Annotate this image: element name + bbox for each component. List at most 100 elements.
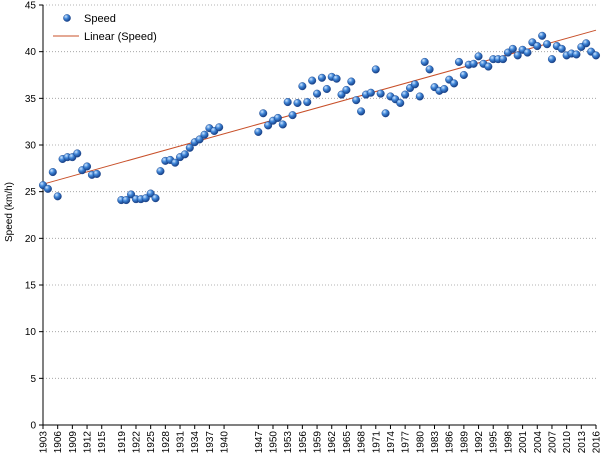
- data-point: [396, 98, 405, 107]
- x-tick-label: 1977: [401, 431, 412, 454]
- data-point: [83, 162, 92, 171]
- x-tick-label: 1915: [97, 431, 108, 454]
- data-point: [254, 127, 263, 136]
- data-point: [273, 113, 282, 122]
- x-tick-label: 1922: [131, 431, 142, 454]
- data-point: [259, 109, 268, 118]
- data-point: [533, 42, 542, 51]
- legend-marker-speed: [63, 14, 71, 22]
- data-point: [342, 85, 351, 94]
- x-tick-label: 1925: [146, 431, 157, 454]
- data-point: [572, 50, 581, 59]
- data-point: [322, 84, 331, 93]
- x-tick-label: 1971: [371, 431, 382, 454]
- data-point: [425, 65, 434, 74]
- y-tick-label: 20: [25, 234, 37, 245]
- x-tick-label: 1912: [83, 431, 94, 454]
- x-tick-label: 1962: [327, 431, 338, 454]
- x-tick-label: 1989: [459, 431, 470, 454]
- x-tick-label: 1903: [39, 431, 50, 454]
- data-point: [357, 107, 366, 116]
- trendline-layer: [42, 29, 597, 185]
- y-tick-label: 15: [25, 281, 37, 292]
- data-point: [547, 55, 556, 64]
- data-point: [337, 90, 346, 99]
- data-point: [582, 39, 591, 48]
- data-point: [440, 84, 449, 93]
- x-tick-label: 1931: [176, 431, 187, 454]
- data-point: [146, 189, 155, 198]
- x-tick-label: 2007: [547, 431, 558, 454]
- data-point: [469, 59, 478, 68]
- data-point: [122, 196, 131, 205]
- x-tick-label: 2001: [518, 431, 529, 454]
- data-point: [513, 51, 522, 60]
- x-tick-label: 1950: [269, 431, 280, 454]
- data-point: [381, 109, 390, 118]
- data-point: [459, 70, 468, 79]
- x-tick-label: 1983: [430, 431, 441, 454]
- data-point: [156, 167, 165, 176]
- data-point: [195, 135, 204, 144]
- data-point: [420, 57, 429, 66]
- data-point: [347, 77, 356, 86]
- x-tick-label: 1906: [53, 431, 64, 454]
- x-tick-label: 1959: [313, 431, 324, 454]
- y-axis-ticks: 0 5 10 15 20 25 30 35 40 45: [25, 1, 37, 432]
- x-tick-label: 1986: [445, 431, 456, 454]
- data-point: [185, 143, 194, 152]
- x-tick-label: 1968: [357, 431, 368, 454]
- data-point: [141, 194, 150, 203]
- data-point: [454, 57, 463, 66]
- data-point: [151, 194, 160, 203]
- x-tick-label: 1980: [415, 431, 426, 454]
- x-tick-label: 1909: [68, 431, 79, 454]
- x-tick-label: 2004: [533, 431, 544, 454]
- x-tick-label: 2016: [592, 431, 603, 454]
- data-point: [293, 98, 302, 107]
- x-tick-label: 1928: [161, 431, 172, 454]
- data-point: [283, 98, 292, 107]
- data-point: [371, 65, 380, 74]
- y-tick-label: 40: [25, 47, 37, 58]
- x-tick-label: 1956: [298, 431, 309, 454]
- data-point: [171, 158, 180, 167]
- data-point: [215, 123, 224, 132]
- data-point: [264, 121, 273, 130]
- data-point: [317, 73, 326, 82]
- data-point: [92, 169, 101, 178]
- data-point: [376, 89, 385, 98]
- y-tick-label: 10: [25, 327, 37, 338]
- legend-label-trend: Linear (Speed): [84, 31, 157, 43]
- x-tick-label: 2010: [562, 431, 573, 454]
- data-point: [73, 149, 82, 158]
- x-tick-label: 1940: [220, 431, 231, 454]
- x-tick-label: 1937: [205, 431, 216, 454]
- data-point: [180, 150, 189, 159]
- data-point: [43, 184, 52, 193]
- x-tick-label: 2013: [577, 431, 588, 454]
- x-tick-label: 1995: [489, 431, 500, 454]
- data-point: [401, 90, 410, 99]
- x-tick-label: 1934: [190, 431, 201, 454]
- data-point: [592, 51, 601, 60]
- data-point: [127, 190, 136, 199]
- x-tick-label: 1998: [503, 431, 514, 454]
- data-point: [499, 55, 508, 64]
- x-tick-label: 1965: [342, 431, 353, 454]
- data-point: [557, 44, 566, 53]
- x-axis-ticks: 1903 1906 1909 1912 1915 1919 1922 1925 1928 1931…: [39, 431, 603, 454]
- data-point: [508, 44, 517, 53]
- x-tick-label: 1919: [117, 431, 128, 454]
- data-point: [543, 40, 552, 49]
- data-point: [484, 62, 493, 71]
- data-point: [523, 48, 532, 57]
- data-point: [48, 168, 57, 177]
- data-point: [288, 111, 297, 120]
- data-point: [298, 82, 307, 91]
- y-tick-label: 35: [25, 94, 37, 105]
- x-tick-label: 1974: [386, 431, 397, 454]
- x-tick-label: 1947: [254, 431, 265, 454]
- x-tick-label: 1953: [283, 431, 294, 454]
- gridlines: [43, 4, 596, 379]
